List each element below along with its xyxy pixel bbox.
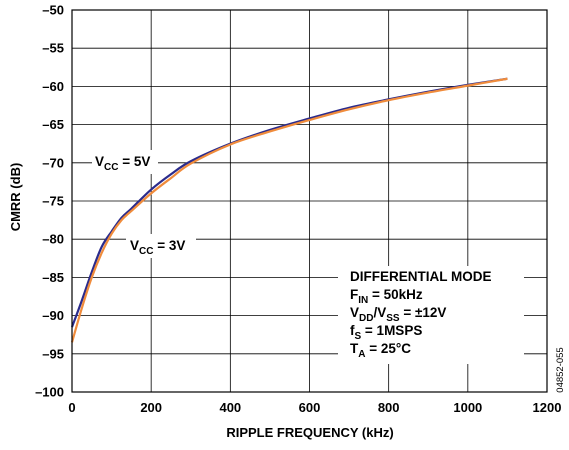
x-tick-label: 0 (68, 400, 75, 415)
x-tick-label: 400 (219, 400, 241, 415)
vcc3-label: VCC = 3V (130, 238, 185, 257)
y-tick-label: –95 (42, 346, 64, 361)
x-tick-label: 200 (140, 400, 162, 415)
condition-fs: fS = 1MSPS (350, 323, 422, 342)
y-tick-label: –90 (42, 308, 64, 323)
x-axis-label: RIPPLE FREQUENCY (kHz) (226, 425, 393, 440)
conditions-text: DIFFERENTIAL MODE FIN = 50kHz VDD/VSS = … (350, 269, 492, 360)
x-tick-label: 800 (378, 400, 400, 415)
y-tick-label: –70 (42, 155, 64, 170)
data-curves (70, 77, 508, 343)
y-tick-label: –50 (42, 3, 64, 18)
condition-fin: FIN = 50kHz (350, 287, 423, 306)
conditions-box-bg (338, 266, 524, 364)
x-tick-label: 1000 (453, 400, 482, 415)
y-tick-label: –60 (42, 79, 64, 94)
condition-supply: VDD/VSS = ±12V (350, 305, 446, 324)
y-axis-label: CMRR (dB) (8, 163, 23, 232)
vcc5-label-bg (92, 150, 158, 174)
y-tick-label: –100 (35, 385, 64, 400)
condition-ta: TA = 25°C (350, 341, 411, 360)
condition-mode: DIFFERENTIAL MODE (350, 269, 492, 284)
vcc3-label-bg (126, 234, 196, 258)
y-tick-labels: –50 –55 –60 –65 –70 –75 –80 –85 –90 –95 –100 (35, 3, 64, 400)
y-tick-label: –75 (42, 194, 64, 209)
x-tick-labels: 0 200 400 600 800 1000 1200 (68, 400, 561, 415)
plot-border (71, 9, 548, 393)
x-tick-label: 600 (299, 400, 321, 415)
y-tick-label: –55 (42, 41, 64, 56)
vcc5-label: VCC = 5V (95, 154, 150, 173)
series-vcc-3v-line (70, 77, 508, 343)
x-tick-label: 1200 (533, 400, 562, 415)
y-tick-label: –80 (42, 232, 64, 247)
y-tick-label: –65 (42, 117, 64, 132)
y-tick-label: –85 (42, 270, 64, 285)
figure-id: 04852-055 (555, 347, 566, 392)
